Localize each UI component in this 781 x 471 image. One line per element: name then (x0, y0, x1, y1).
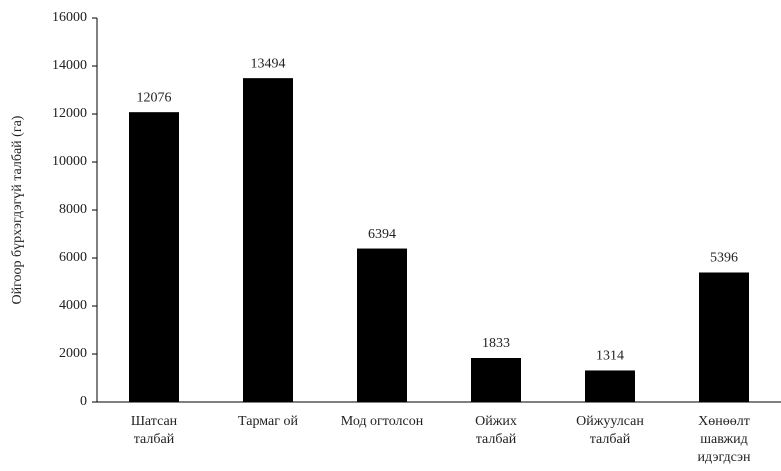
x-tick-label-line: талбай (590, 432, 631, 447)
bar (585, 370, 635, 402)
y-tick-label: 12000 (52, 106, 87, 121)
y-tick-label: 16000 (52, 10, 87, 25)
x-tick-label: Тармаг ой (238, 414, 298, 429)
y-tick-label: 4000 (59, 298, 87, 313)
bar (129, 112, 179, 403)
y-tick-label: 6000 (59, 250, 87, 265)
value-label: 1833 (482, 336, 510, 351)
y-tick-label: 10000 (52, 154, 87, 169)
bar (243, 78, 293, 403)
bar (699, 272, 749, 402)
y-tick-label: 8000 (59, 202, 87, 217)
value-label: 13494 (251, 56, 286, 71)
x-tick-label-line: Тармаг ой (238, 414, 298, 429)
x-tick-label: Хөнөөлт шавжид идэгдсэн (697, 414, 751, 465)
x-tick-label: Ойжуулсан талбай (576, 414, 644, 447)
value-label: 5396 (710, 251, 738, 266)
x-tick-label: Мод огтолсон (341, 414, 424, 429)
y-axis-label: Ойгоор бүрхэгдэгүй талбай (га) (10, 115, 25, 304)
x-tick-label-line: Ойжих (475, 414, 517, 429)
bar (357, 248, 407, 402)
x-tick-label-line: талбай (134, 432, 175, 447)
bar (471, 358, 521, 402)
x-tick-label: Ойжих талбай (475, 414, 517, 447)
value-label: 1314 (596, 349, 624, 364)
y-tick-label: 14000 (52, 58, 87, 73)
x-tick-label: Шатсан талбай (131, 414, 178, 447)
y-tick-label: 0 (80, 394, 87, 409)
x-tick-label-line: идэгдсэн (697, 450, 751, 465)
x-tick-label-line: Хөнөөлт (698, 414, 750, 429)
value-label: 6394 (368, 227, 396, 242)
x-tick-label-line: Шатсан (131, 414, 178, 429)
value-label: 12076 (137, 90, 172, 105)
x-tick-label-line: Мод огтолсон (341, 414, 424, 429)
x-tick-label-line: шавжид (700, 432, 748, 447)
y-tick-label: 2000 (59, 346, 87, 361)
x-tick-label-line: Ойжуулсан (576, 414, 644, 429)
x-tick-label-line: талбай (476, 432, 517, 447)
